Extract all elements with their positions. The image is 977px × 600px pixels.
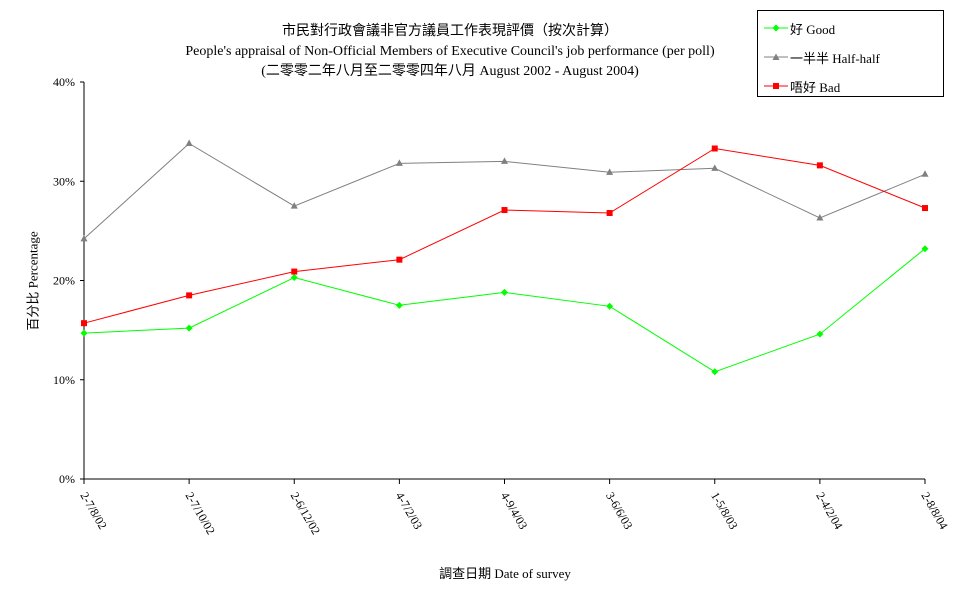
legend-label-good: 好 Good xyxy=(790,22,836,37)
legend-good-swatch xyxy=(764,24,788,32)
legend-label-half-half: 一半半 Half-half xyxy=(790,51,880,66)
chart-subtitle: People's appraisal of Non-Official Membe… xyxy=(185,44,715,59)
data-point-half-half xyxy=(290,202,298,209)
chart-title-block: 市民對行政會議非官方議員工作表現評價（按次計算） People's apprai… xyxy=(120,22,780,82)
y-tick-label: 10% xyxy=(53,373,75,387)
data-point-half-half xyxy=(395,159,403,166)
data-point-bad xyxy=(291,268,298,275)
data-point-good xyxy=(395,301,403,309)
data-point-bad xyxy=(711,145,718,152)
data-point-good xyxy=(921,245,929,253)
x-axis-label: 調查日期 Date of survey xyxy=(439,566,571,581)
data-point-good xyxy=(711,368,719,376)
y-tick-label: 30% xyxy=(53,174,75,188)
x-tick-label: 4-9/4/03 xyxy=(498,490,530,532)
data-point-half-half xyxy=(816,213,824,221)
y-axis-label: 百分比 Percentage xyxy=(25,231,41,331)
legend-item-half-half: 一半半 Half-half xyxy=(758,47,943,67)
data-point-bad xyxy=(922,205,928,212)
data-point-half-half xyxy=(711,164,719,171)
data-point-half-half xyxy=(80,234,88,242)
x-tick-label: 1-5/8/03 xyxy=(708,490,740,532)
x-tick-label: 2-6/12/02 xyxy=(288,490,323,537)
data-point-bad xyxy=(396,256,403,263)
data-point-half-half xyxy=(501,157,508,164)
data-point-good xyxy=(290,274,298,282)
legend-item-bad: 唔好 Bad xyxy=(758,76,943,96)
y-tick-label: 0% xyxy=(59,472,75,486)
legend-bad-swatch xyxy=(764,83,788,89)
data-point-bad xyxy=(606,210,613,217)
chart-title: 市民對行政會議非官方議員工作表現評價（按次計算） xyxy=(282,24,618,39)
series-line-0 xyxy=(83,248,926,373)
data-point-half-half xyxy=(921,170,929,177)
data-point-good xyxy=(816,330,824,338)
data-point-half-half xyxy=(185,139,193,147)
data-point-good xyxy=(185,324,193,332)
data-point-bad xyxy=(501,207,508,214)
y-tick-label: 40% xyxy=(53,75,75,89)
y-tick-label: 20% xyxy=(53,274,75,288)
x-tick-label: 2-8/8/04 xyxy=(918,490,950,532)
data-point-good xyxy=(80,329,88,337)
x-tick-label: 2-7/8/02 xyxy=(77,490,109,532)
x-tick-label: 3-6/6/03 xyxy=(603,490,635,532)
legend-half-half-swatch xyxy=(764,53,788,60)
x-tick-label: 2-7/10/02 xyxy=(183,490,218,537)
x-tick-label: 4-7/2/03 xyxy=(393,490,425,532)
legend-item-good: 好 Good xyxy=(758,18,943,38)
data-point-bad xyxy=(186,292,193,299)
chart-legend: 好 Good 一半半 Half-half 唔好 Bad xyxy=(757,10,944,97)
data-point-half-half xyxy=(606,168,614,175)
legend-label-bad: 唔好 Bad xyxy=(790,80,841,95)
data-point-bad xyxy=(816,162,823,169)
data-point-good xyxy=(606,302,614,310)
x-tick-label: 2-4/2/04 xyxy=(813,490,845,532)
chart-subtitle-date-range: (二零零二年八月至二零零四年八月 August 2002 - August 20… xyxy=(261,64,639,79)
data-point-bad xyxy=(81,320,87,327)
series-line-2 xyxy=(83,147,926,324)
data-point-good xyxy=(501,288,508,296)
